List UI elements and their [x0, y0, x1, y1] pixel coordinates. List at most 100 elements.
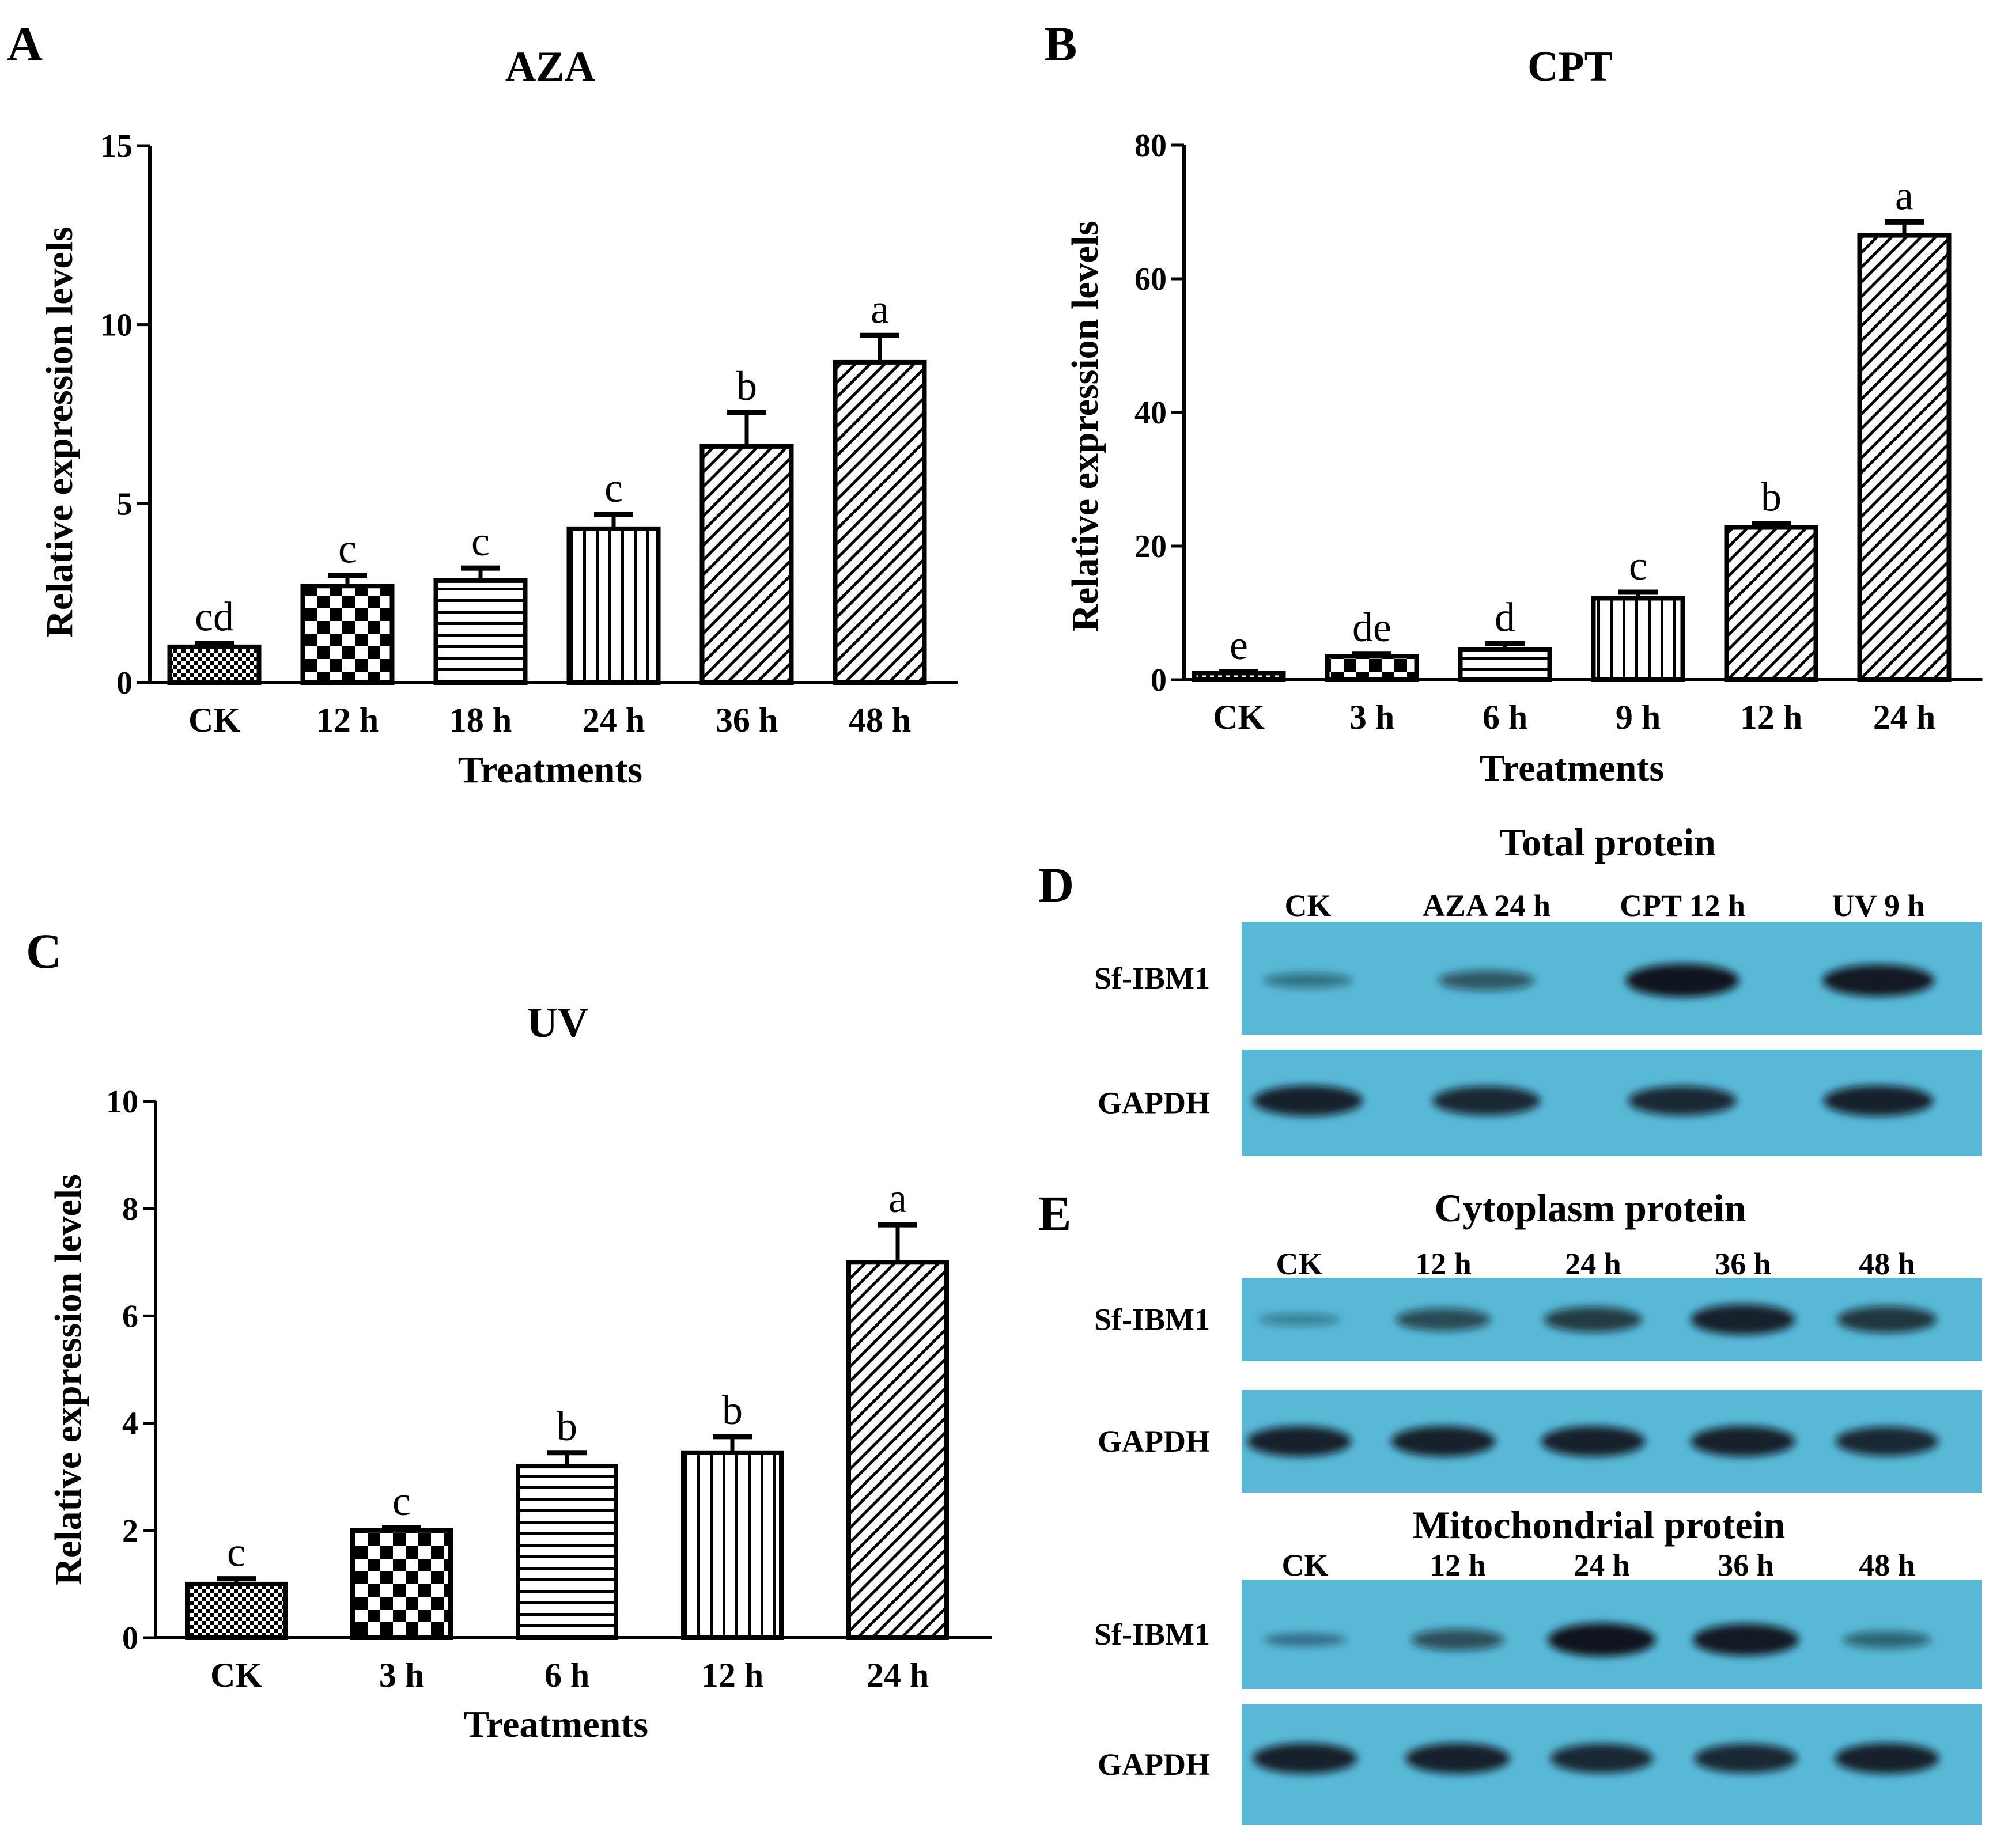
chart-aza: A AZA Relative expression levels Treatme… [7, 16, 958, 791]
bar-3h [350, 1528, 453, 1641]
significance-label: c [338, 526, 357, 572]
blot-band [1263, 1633, 1347, 1647]
significance-label: a [1895, 172, 1913, 218]
x-tick-label: 24 h [583, 701, 645, 739]
chart-title: CPT [1527, 43, 1613, 90]
bar-12h [1724, 525, 1818, 683]
y-tick-label: 4 [122, 1406, 138, 1442]
blot-band [1837, 1306, 1937, 1333]
blot-title-mitochondrial: Mitochondrial protein [1413, 1503, 1786, 1547]
blot-band [1438, 970, 1535, 991]
bar-12h [681, 1450, 784, 1640]
lane-label: 12 h [1415, 1247, 1472, 1281]
bar-18h [433, 578, 528, 685]
blot-band [1391, 1426, 1496, 1457]
y-tick-label: 80 [1134, 128, 1167, 164]
blot-band [1548, 1623, 1656, 1657]
blot-band [1258, 1313, 1340, 1326]
significance-label: d [1495, 594, 1515, 640]
blot-band [1247, 1426, 1352, 1457]
x-tick-label: 3 h [379, 1656, 424, 1694]
significance-label: c [227, 1529, 245, 1576]
y-tick-label: 0 [116, 665, 133, 701]
y-tick-label: 15 [100, 128, 133, 164]
y-tick-label: 5 [116, 486, 133, 522]
blot-band [1432, 1086, 1541, 1116]
significance-label: b [557, 1403, 577, 1449]
blot-band [1691, 1426, 1795, 1457]
y-tick-label: 60 [1134, 262, 1167, 297]
blot-band [1694, 1744, 1798, 1773]
blot-band [1835, 1426, 1939, 1456]
panel-letter-a: A [7, 16, 43, 71]
significance-label: b [736, 363, 757, 409]
lane-label: 36 h [1718, 1548, 1774, 1582]
x-tick-label: 6 h [544, 1656, 589, 1694]
x-tick-label: CK [1213, 698, 1265, 736]
significance-label: b [1761, 474, 1782, 520]
x-axis-label: Treatments [458, 749, 642, 791]
bar-36h [699, 444, 794, 685]
x-tick-label: 6 h [1483, 698, 1527, 736]
bar-24h [846, 1260, 949, 1641]
lane-label: 36 h [1715, 1247, 1771, 1281]
blot-row-label: Sf-IBM1 [1094, 1617, 1210, 1652]
significance-label: c [604, 465, 623, 511]
blot-band [1691, 1304, 1795, 1335]
bar-9h [1591, 596, 1685, 682]
x-tick-label: CK [210, 1656, 262, 1694]
bar-ck [167, 644, 262, 686]
blot-row-label: Sf-IBM1 [1094, 1302, 1210, 1337]
significance-label: c [1629, 543, 1647, 589]
chart-title: AZA [505, 43, 595, 90]
lane-label: UV 9 h [1832, 888, 1924, 923]
lane-label: CK [1285, 888, 1332, 923]
panel-letter-d: D [1038, 857, 1074, 912]
y-axis-label: Relative expression levels [47, 1174, 89, 1585]
blot-row-label: GAPDH [1098, 1086, 1210, 1120]
x-tick-label: 36 h [716, 701, 778, 739]
western-blot-fractions: E Cytoplasm protein Mitochondrial protei… [1038, 1186, 1982, 1825]
blot-band [1541, 1426, 1646, 1457]
significance-label: de [1352, 604, 1391, 650]
bar-24h [1857, 233, 1952, 683]
bar-6h [516, 1464, 618, 1641]
x-axis-label: Treatments [1480, 747, 1664, 789]
x-tick-label: 24 h [867, 1656, 929, 1694]
x-tick-label: 18 h [449, 701, 512, 739]
blot-band [1843, 1631, 1931, 1649]
bar-48h [833, 359, 927, 685]
significance-label: b [722, 1387, 743, 1433]
blot-band [1263, 973, 1353, 988]
blot-band [1544, 1307, 1643, 1332]
blot-row-label: GAPDH [1098, 1747, 1210, 1782]
blot-band [1550, 1744, 1654, 1773]
significance-label: cd [195, 594, 234, 640]
y-tick-label: 0 [1151, 662, 1167, 698]
lane-label: 12 h [1429, 1548, 1486, 1582]
x-tick-label: 12 h [1740, 698, 1802, 736]
bar-6h [1458, 647, 1552, 683]
blot-band [1628, 1086, 1737, 1116]
chart-title: UV [527, 999, 589, 1047]
lane-label: CK [1276, 1247, 1323, 1281]
y-tick-label: 2 [122, 1513, 138, 1549]
blot-band [1692, 1623, 1799, 1656]
bar-12h [300, 584, 395, 685]
blot-band [1822, 964, 1934, 997]
bar-3h [1325, 654, 1419, 683]
blot-title-cytoplasm: Cytoplasm protein [1435, 1186, 1746, 1230]
y-tick-label: 8 [122, 1191, 138, 1227]
blot-row-label: GAPDH [1098, 1424, 1210, 1459]
x-tick-label: 48 h [849, 701, 911, 739]
x-tick-label: CK [188, 701, 240, 739]
panel-letter-e: E [1038, 1186, 1071, 1241]
blot-band [1835, 1743, 1939, 1774]
y-tick-label: 10 [106, 1084, 138, 1120]
bar-ck [185, 1581, 288, 1640]
panel-letter-c: C [26, 923, 62, 979]
blot-band [1411, 1629, 1504, 1650]
y-axis-label: Relative expression levels [1064, 221, 1106, 632]
bar-24h [566, 526, 661, 685]
